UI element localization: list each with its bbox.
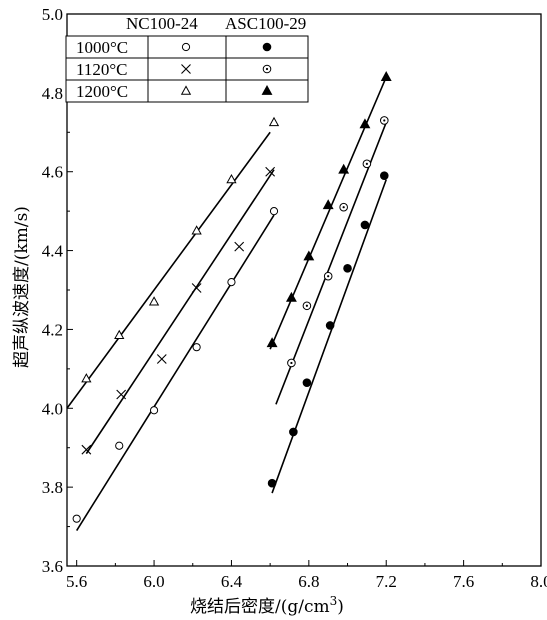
y-tick-label: 5.0 [42, 5, 63, 24]
legend-marker [181, 42, 191, 52]
legend-marker [261, 84, 273, 95]
x-tick-label: 6.4 [221, 572, 243, 591]
data-point [302, 378, 312, 387]
x-axis-title-superscript: 3 [330, 594, 338, 608]
data-point [322, 199, 334, 210]
legend: NC100-24 ASC100-29 1000°C 1120°C 1200°C [65, 14, 309, 103]
x-tick-label: 7.6 [453, 572, 474, 591]
fit-line-2 [66, 131, 271, 409]
x-axis-title-main: 烧结后密度/(g/cm [190, 597, 330, 617]
data-point [148, 296, 160, 306]
data-point [226, 173, 237, 184]
x-axis-title-tail: ) [337, 597, 344, 617]
data-point [269, 207, 279, 216]
data-point [116, 389, 127, 400]
data-point [359, 118, 371, 129]
fit-line-5 [269, 76, 387, 350]
data-point [338, 163, 350, 174]
fit-lines [66, 76, 387, 531]
data-point [115, 441, 124, 450]
y-axis: 3.6 3.8 4.0 4.2 4.4 4.6 4.8 5.0 [42, 5, 73, 576]
data-point [266, 337, 278, 348]
x-tick-label: 6.8 [298, 572, 319, 591]
legend-row-label-1200: 1200°C [76, 82, 128, 101]
legend-header-nc100-24: NC100-24 [126, 14, 198, 33]
data-point [380, 71, 392, 81]
data-point [362, 159, 372, 169]
data-point [191, 283, 202, 293]
y-tick-label: 4.0 [42, 399, 63, 418]
data-point [114, 329, 125, 340]
data-point [325, 321, 335, 330]
data-point [191, 225, 202, 235]
data-point [302, 301, 312, 311]
data-point [379, 171, 389, 180]
data-point [303, 250, 315, 261]
data-point [379, 116, 389, 125]
fit-line-4 [275, 122, 387, 405]
x-tick-label: 7.2 [376, 572, 397, 591]
fit-line-1 [85, 169, 275, 455]
data-point [267, 478, 277, 488]
data-point [287, 358, 296, 368]
data-point [285, 291, 297, 302]
y-tick-label: 3.8 [42, 478, 63, 497]
data-markers [72, 71, 392, 523]
data-point [323, 271, 333, 281]
fit-line-0 [75, 214, 275, 531]
data-point [156, 354, 167, 364]
y-tick-label: 4.4 [42, 242, 64, 261]
x-tick-label: 8.0 [530, 572, 547, 591]
data-point [149, 406, 159, 415]
legend-marker [181, 64, 191, 74]
x-tick-label: 6.0 [143, 572, 164, 591]
fit-line-3 [271, 179, 387, 494]
y-tick-label: 4.6 [42, 163, 63, 182]
data-point [81, 444, 92, 455]
x-tick-label: 5.6 [66, 572, 87, 591]
legend-markers [180, 42, 273, 95]
legend-marker [262, 64, 272, 74]
y-tick-label: 3.6 [42, 557, 63, 576]
legend-marker [180, 85, 192, 95]
data-point [227, 278, 236, 287]
x-axis-title: 烧结后密度/(g/cm3) [190, 594, 344, 617]
data-point [360, 220, 370, 230]
y-tick-label: 4.2 [42, 320, 63, 339]
legend-marker [262, 42, 272, 52]
data-point [192, 343, 201, 352]
x-axis: 5.6 6.0 6.4 6.8 7.2 7.6 8.0 [66, 560, 547, 591]
data-point [81, 373, 92, 383]
data-point [265, 166, 276, 177]
data-point [234, 241, 245, 252]
y-axis-title: 超声纵波速度/(km/s) [12, 206, 32, 368]
data-point [339, 202, 348, 212]
legend-row-label-1120: 1120°C [76, 60, 128, 79]
legend-header-asc100-29: ASC100-29 [225, 14, 306, 33]
y-tick-label: 4.8 [42, 84, 63, 103]
data-point [289, 427, 298, 437]
data-point [343, 264, 352, 273]
data-point [268, 116, 280, 127]
legend-row-label-1000: 1000°C [76, 38, 128, 57]
data-point [72, 514, 81, 523]
